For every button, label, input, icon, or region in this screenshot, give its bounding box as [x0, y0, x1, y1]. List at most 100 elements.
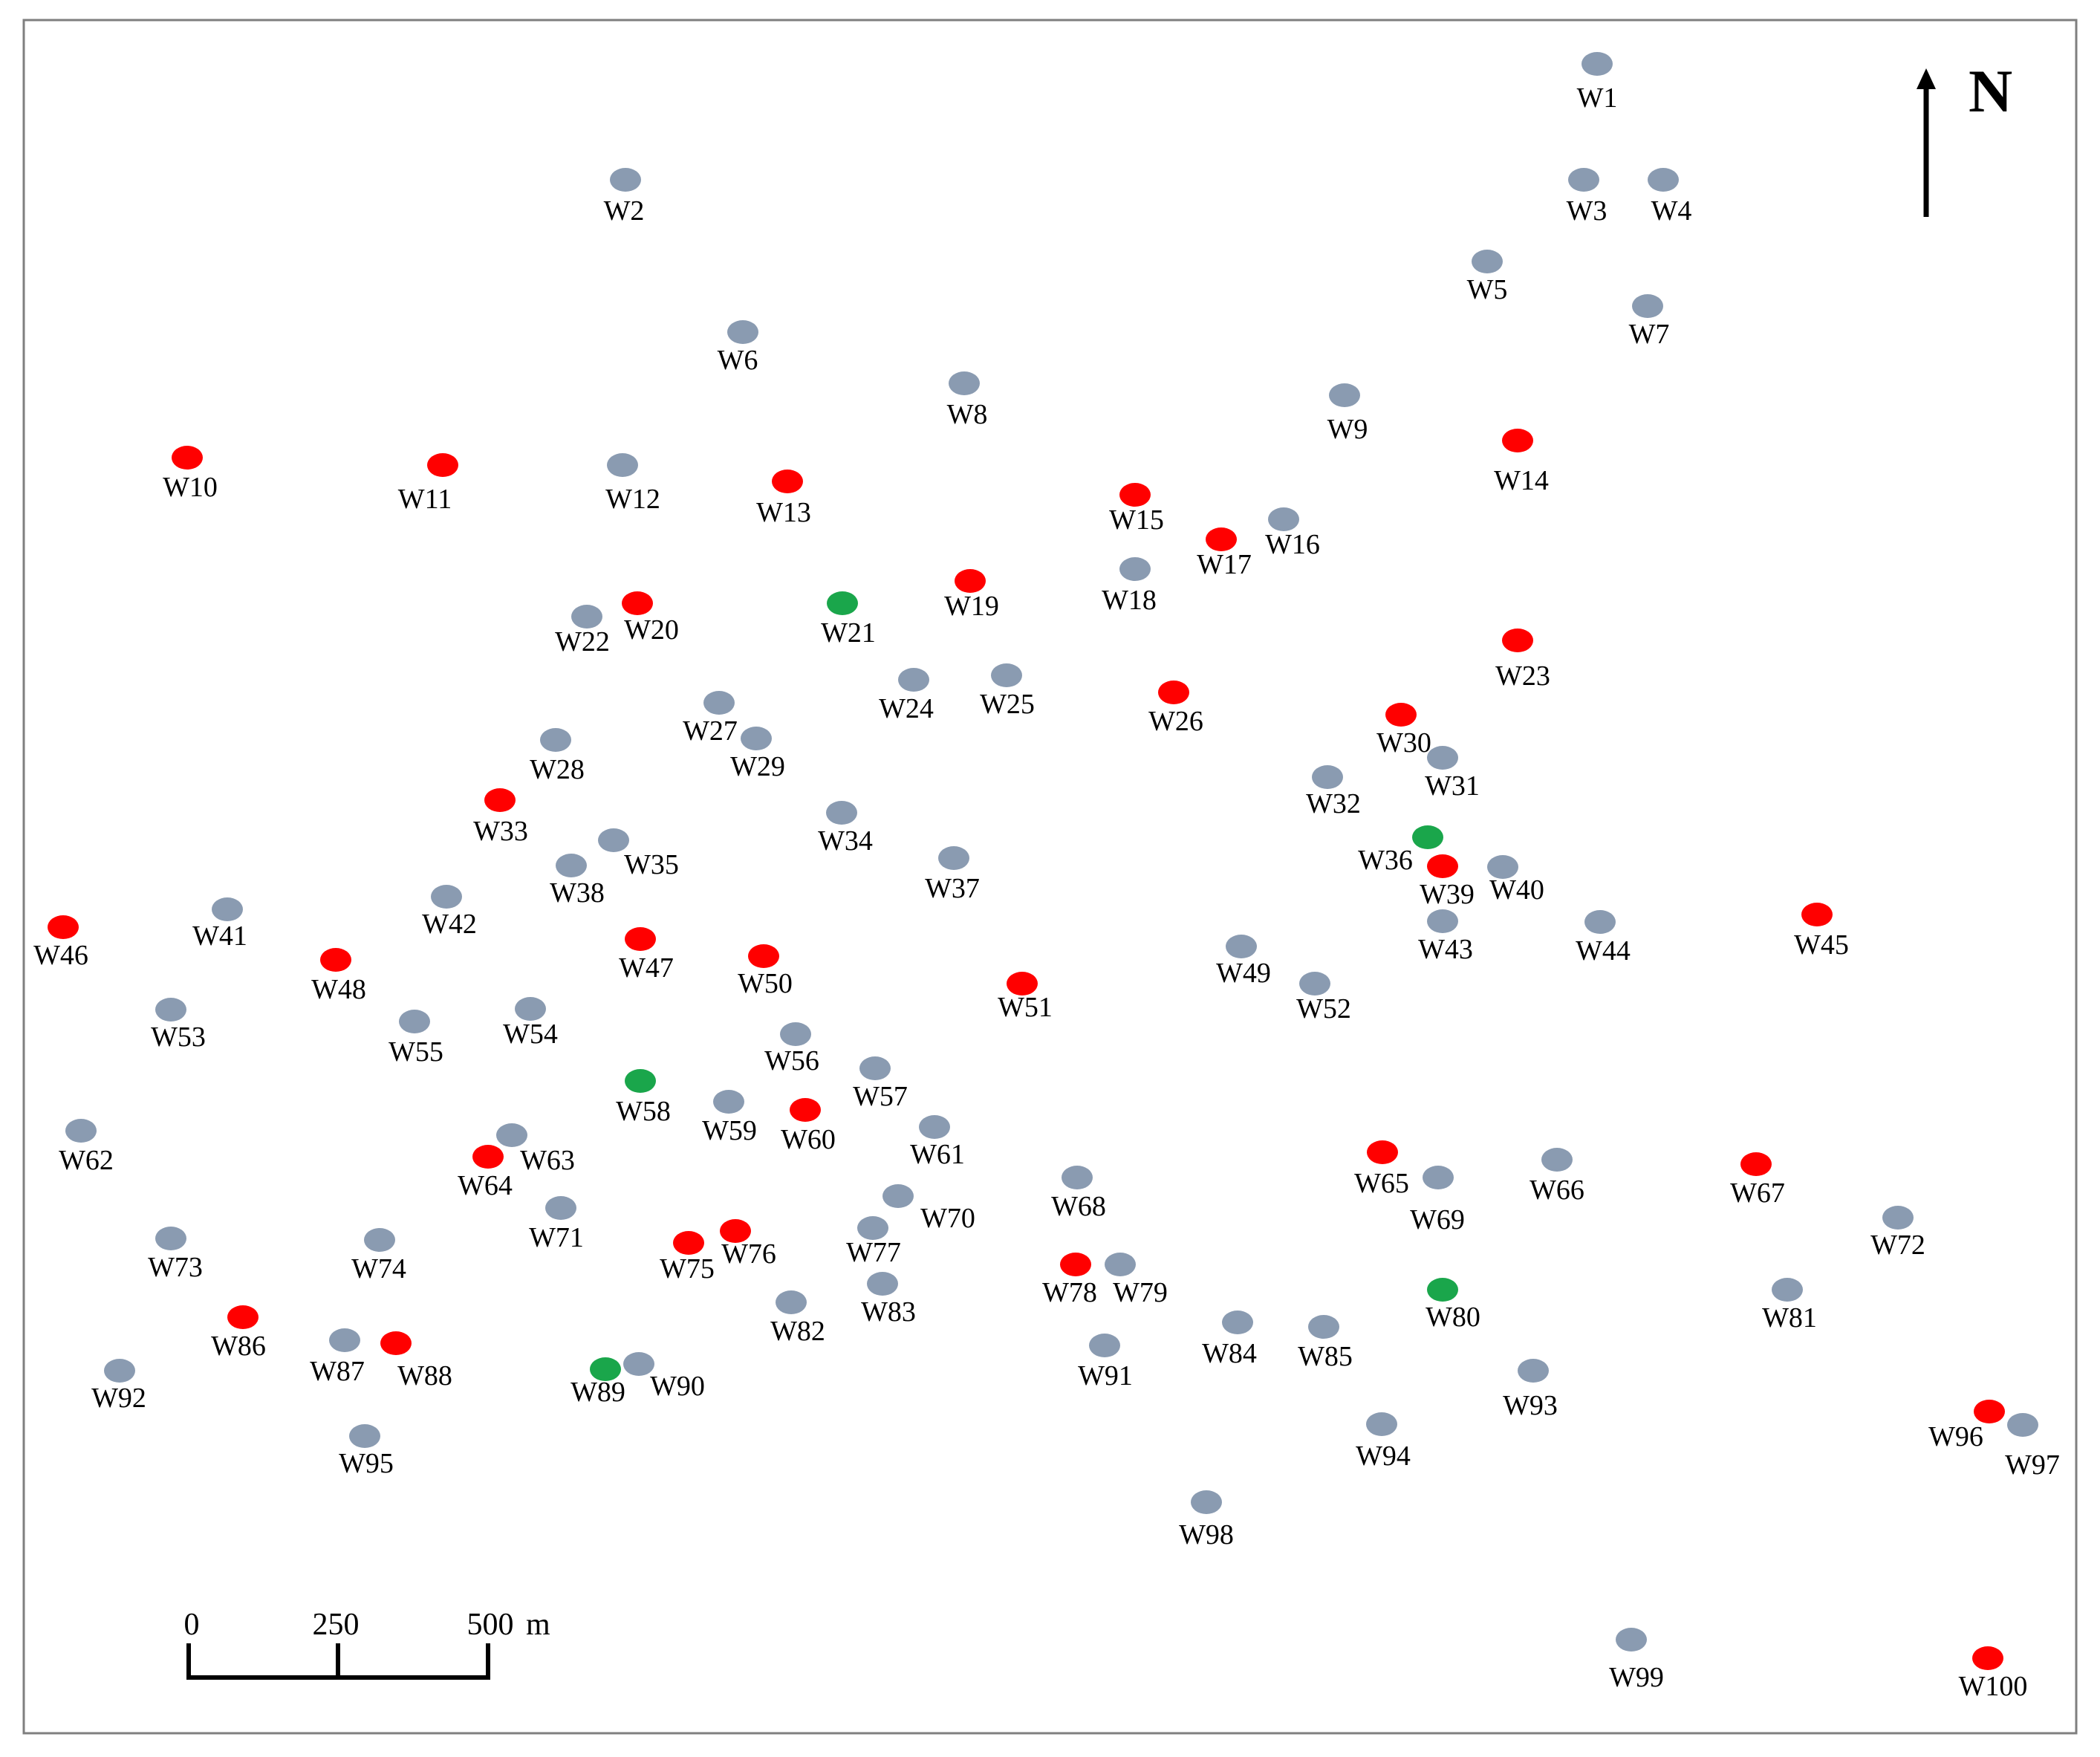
well-w6: W6	[718, 320, 758, 376]
well-marker	[1385, 703, 1417, 727]
well-marker	[673, 1231, 704, 1255]
well-label: W67	[1730, 1178, 1785, 1209]
well-label: W97	[2005, 1449, 2060, 1481]
well-marker	[827, 591, 858, 615]
well-marker	[380, 1331, 412, 1355]
well-label: W42	[422, 909, 477, 940]
well-marker	[1366, 1412, 1397, 1436]
well-marker	[1801, 903, 1833, 926]
well-label: W43	[1418, 934, 1473, 965]
well-w81: W81	[1762, 1278, 1817, 1334]
well-w79: W79	[1105, 1253, 1168, 1308]
well-label: W73	[148, 1252, 203, 1283]
well-w28: W28	[530, 728, 585, 785]
well-label: W89	[570, 1377, 625, 1408]
well-label: W70	[920, 1203, 975, 1234]
well-marker	[227, 1305, 259, 1329]
well-label: W59	[702, 1115, 757, 1146]
well-marker	[1518, 1359, 1549, 1383]
well-marker	[1329, 383, 1360, 407]
well-label: W39	[1420, 879, 1475, 910]
well-w75: W75	[660, 1231, 715, 1285]
well-w70: W70	[882, 1184, 975, 1234]
well-label: W16	[1265, 529, 1320, 560]
well-w77: W77	[846, 1216, 901, 1268]
well-marker	[1312, 765, 1343, 789]
well-label: W78	[1042, 1277, 1097, 1308]
well-w63: W63	[496, 1123, 575, 1176]
well-w66: W66	[1530, 1148, 1584, 1206]
well-marker	[329, 1328, 360, 1352]
well-label: W93	[1503, 1390, 1558, 1421]
well-label: W32	[1306, 788, 1361, 819]
well-w19: W19	[944, 569, 999, 622]
well-w85: W85	[1298, 1315, 1353, 1372]
well-label: W44	[1576, 935, 1631, 967]
well-marker	[780, 1022, 811, 1046]
well-w17: W17	[1197, 527, 1252, 580]
well-w13: W13	[756, 470, 811, 528]
well-label: W29	[730, 751, 785, 782]
well-marker	[1089, 1334, 1120, 1357]
well-w7: W7	[1629, 294, 1669, 350]
scale-label-500: 500	[467, 1608, 514, 1642]
well-label: W49	[1216, 958, 1271, 989]
well-label: W64	[458, 1170, 513, 1201]
well-marker	[1060, 1253, 1091, 1276]
well-label: W94	[1356, 1441, 1411, 1472]
well-label: W4	[1651, 195, 1692, 227]
well-w46: W46	[33, 915, 88, 971]
well-marker	[703, 691, 735, 715]
well-w50: W50	[738, 944, 793, 999]
well-label: W12	[605, 484, 660, 515]
well-marker	[472, 1145, 504, 1169]
well-label: W51	[998, 992, 1053, 1023]
well-w51: W51	[998, 972, 1053, 1023]
well-label: W53	[151, 1022, 206, 1053]
well-label: W81	[1762, 1302, 1817, 1334]
well-marker	[556, 854, 587, 877]
well-marker	[590, 1357, 621, 1381]
well-w97: W97	[2005, 1413, 2060, 1481]
well-label: W92	[91, 1383, 146, 1414]
well-label: W2	[604, 195, 645, 227]
scale-label-0: 0	[184, 1608, 200, 1642]
well-marker	[172, 446, 203, 470]
well-label: W62	[59, 1145, 114, 1176]
well-label: W37	[925, 873, 980, 904]
well-marker	[623, 1352, 654, 1376]
well-marker	[1299, 972, 1330, 996]
well-marker	[349, 1424, 380, 1448]
well-marker	[104, 1359, 135, 1383]
well-marker	[1487, 855, 1518, 879]
well-w3: W3	[1567, 168, 1607, 227]
well-marker	[431, 885, 462, 909]
well-label: W60	[781, 1124, 836, 1155]
well-marker	[484, 788, 516, 812]
well-w99: W99	[1609, 1628, 1664, 1693]
well-w61: W61	[910, 1115, 965, 1170]
well-w25: W25	[980, 663, 1035, 720]
well-label: W63	[520, 1145, 575, 1176]
well-w35: W35	[598, 828, 679, 880]
well-marker	[65, 1119, 97, 1143]
well-w100: W100	[1959, 1646, 2027, 1702]
well-marker	[955, 569, 986, 593]
well-w8: W8	[947, 371, 987, 430]
well-w42: W42	[422, 885, 477, 940]
well-w48: W48	[311, 948, 366, 1005]
well-marker	[1427, 909, 1458, 933]
well-w27: W27	[683, 691, 738, 747]
well-marker	[1427, 854, 1458, 878]
well-marker	[1158, 681, 1189, 704]
well-marker	[741, 727, 772, 750]
well-marker	[1062, 1166, 1093, 1189]
well-label: W6	[718, 345, 758, 376]
well-marker	[1541, 1148, 1573, 1172]
scale-bar: 0 250 500 m	[184, 1608, 550, 1680]
well-w59: W59	[702, 1090, 757, 1146]
well-w34: W34	[818, 801, 873, 857]
well-w52: W52	[1296, 972, 1351, 1024]
well-w36: W36	[1358, 825, 1443, 876]
well-marker	[1191, 1490, 1222, 1514]
